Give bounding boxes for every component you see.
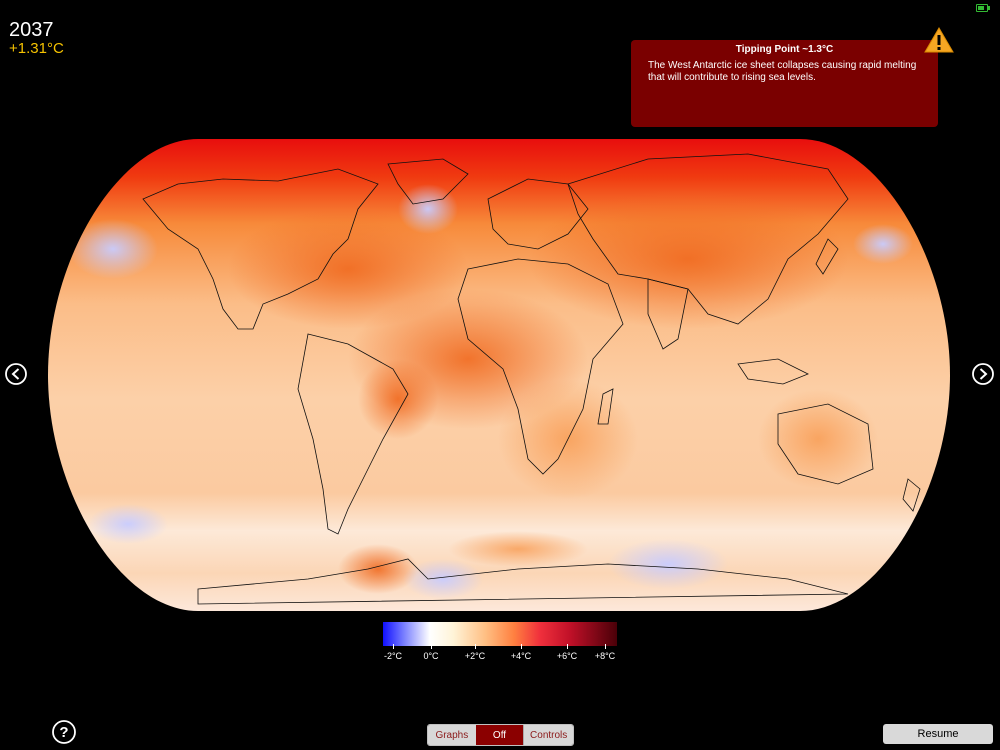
tipping-point-title: Tipping Point ~1.3°C [735,44,834,55]
battery-icon [976,4,990,12]
tipping-point-panel: Tipping Point ~1.3°C The West Antarctic … [631,40,938,127]
legend-label: +4°C [510,651,532,661]
tipping-point-body: The West Antarctic ice sheet collapses c… [648,60,917,83]
segment-graphs[interactable]: Graphs [428,725,476,745]
warning-icon[interactable] [924,27,954,53]
chevron-left-icon[interactable] [5,363,27,385]
legend-label: -2°C [383,651,403,661]
year-display: 2037 [9,19,54,41]
help-label: ? [59,724,68,741]
resume-button[interactable]: Resume [883,724,993,744]
view-mode-segmented-control[interactable]: Graphs Off Controls [427,724,574,746]
segment-controls[interactable]: Controls [523,725,573,745]
temperature-color-scale [383,622,617,646]
legend-label: 0°C [423,651,439,661]
segment-off[interactable]: Off [475,725,524,745]
legend-label: +6°C [556,651,578,661]
legend-label: +8°C [594,651,616,661]
help-button[interactable]: ? [52,720,76,744]
chevron-right-icon[interactable] [972,363,994,385]
legend-label: +2°C [464,651,486,661]
world-temperature-map [48,139,950,611]
legend-ticks [383,644,617,650]
temperature-anomaly: +1.31°C [9,40,64,57]
